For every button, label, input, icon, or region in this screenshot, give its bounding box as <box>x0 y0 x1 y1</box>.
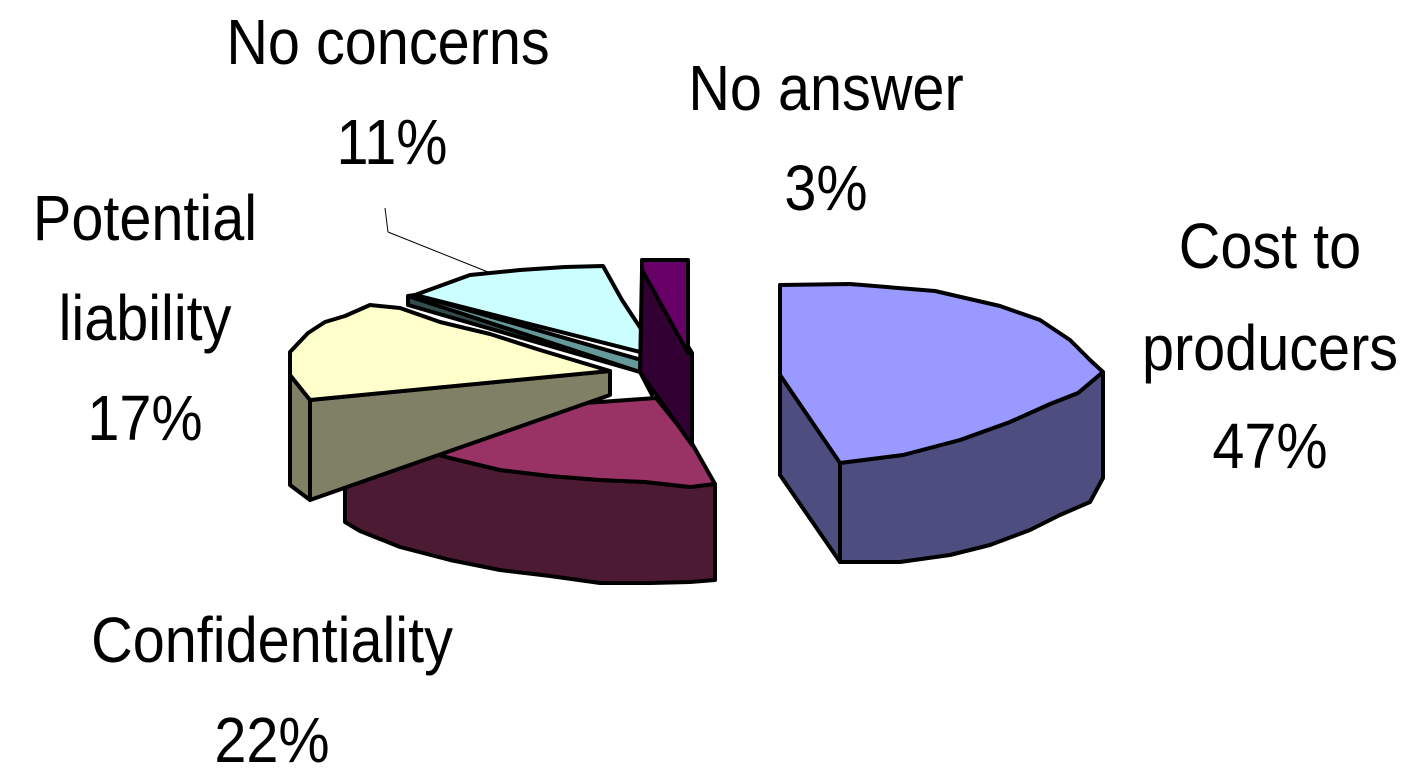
pie-slice-potential-liability <box>288 303 612 502</box>
label-confidentiality: Confidentiality 22% <box>91 604 453 768</box>
leader-line-no-concerns <box>384 207 389 233</box>
pie-slice-cost-to-producers <box>778 282 1105 564</box>
label-cost-to-producers: Cost to producers 47% <box>1142 210 1398 481</box>
slice-label-cost-line2: producers <box>1142 312 1398 383</box>
label-no-concerns: No concerns 11% <box>226 6 549 177</box>
pie-slices <box>288 258 1105 585</box>
slice-percent-liability: 17% <box>87 382 202 453</box>
slice-percent-no-concerns: 11% <box>337 106 448 177</box>
pie-slice-no-answer <box>638 258 694 447</box>
slice-top-potential-liability <box>288 303 612 402</box>
slice-label-no-concerns: No concerns <box>226 6 549 77</box>
slice-top-cost-to-producers <box>778 282 1105 465</box>
slice-label-no-answer: No answer <box>688 52 963 123</box>
leader-line-no-concerns-2 <box>387 231 489 273</box>
slice-label-liability-line2: liability <box>59 282 232 353</box>
slice-top-no-answer <box>640 258 690 355</box>
label-potential-liability: Potential liability 17% <box>33 182 257 453</box>
slice-label-cost-line1: Cost to <box>1179 210 1361 281</box>
slice-label-confidentiality: Confidentiality <box>91 604 453 675</box>
label-no-answer: No answer 3% <box>688 52 963 223</box>
slice-percent-cost: 47% <box>1212 410 1327 481</box>
slice-percent-confidentiality: 22% <box>214 704 329 768</box>
slice-label-liability-line1: Potential <box>33 182 257 253</box>
slice-percent-no-answer: 3% <box>784 152 867 223</box>
